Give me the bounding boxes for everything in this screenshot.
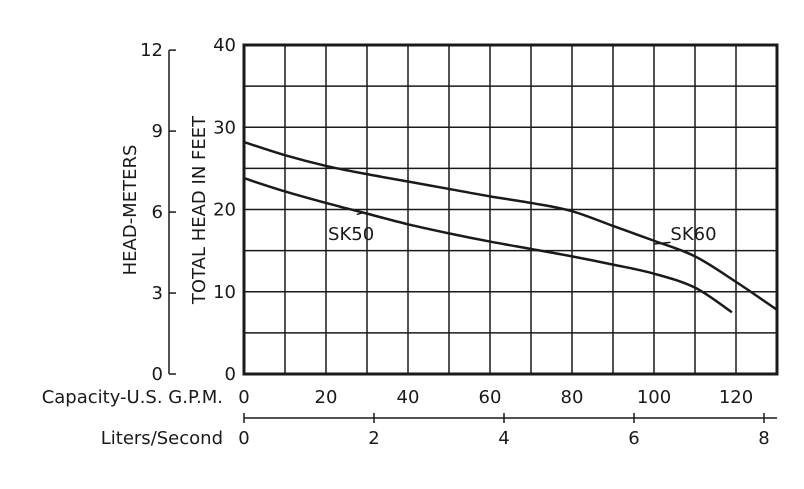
plot-frame [242,43,779,376]
x-gpm-tick-label: 60 [479,387,502,408]
curve-labels: SK50 SK60 [328,212,717,245]
x-lps-tick-label: 6 [628,428,639,449]
y-meters-tick-label: 0 [152,364,163,385]
x-gpm-tick-label: 100 [637,387,671,408]
x-lps-axis-title: Liters/Second [101,428,223,449]
y-feet-axis-title: TOTAL HEAD IN FEET [189,115,210,305]
y-meters-axis-title: HEAD-METERS [120,145,141,276]
y-feet-tick-label: 20 [213,200,236,221]
x-gpm-tick-label: 120 [719,387,753,408]
x-gpm-tick-label: 20 [315,387,338,408]
x-lps-tick-label: 0 [238,428,249,449]
y-meters-tick-label: 3 [152,283,163,304]
x-gpm-tick-label: 40 [397,387,420,408]
x-lps-tick-label: 2 [368,428,379,449]
y-meters-tick-label: 6 [152,202,163,223]
y-feet-tick-label: 30 [213,117,236,138]
x-lps-tick-label: 4 [498,428,509,449]
performance-curves [243,140,778,314]
series-label-sk60: SK60 [670,224,716,245]
y-meters-tick-label: 9 [152,121,163,142]
series-label-leader-sk60 [653,241,671,245]
y-meters-tick-label: 12 [140,40,163,61]
y-feet-tick-label: 0 [225,364,236,385]
series-label-sk50: SK50 [328,224,374,245]
x-gpm-tick-label: 80 [561,387,584,408]
grid-lines [244,45,777,374]
x-gpm-tick-label: 0 [238,387,249,408]
x-lps-tick-label: 8 [758,428,769,449]
curve-sk50 [243,177,733,314]
x-gpm-axis-title: Capacity-U.S. G.P.M. [42,387,223,408]
curve-sk60 [243,140,778,311]
y-feet-tick-label: 40 [213,35,236,56]
series-label-leader-sk50 [356,212,364,216]
y-feet-tick-label: 10 [213,282,236,303]
